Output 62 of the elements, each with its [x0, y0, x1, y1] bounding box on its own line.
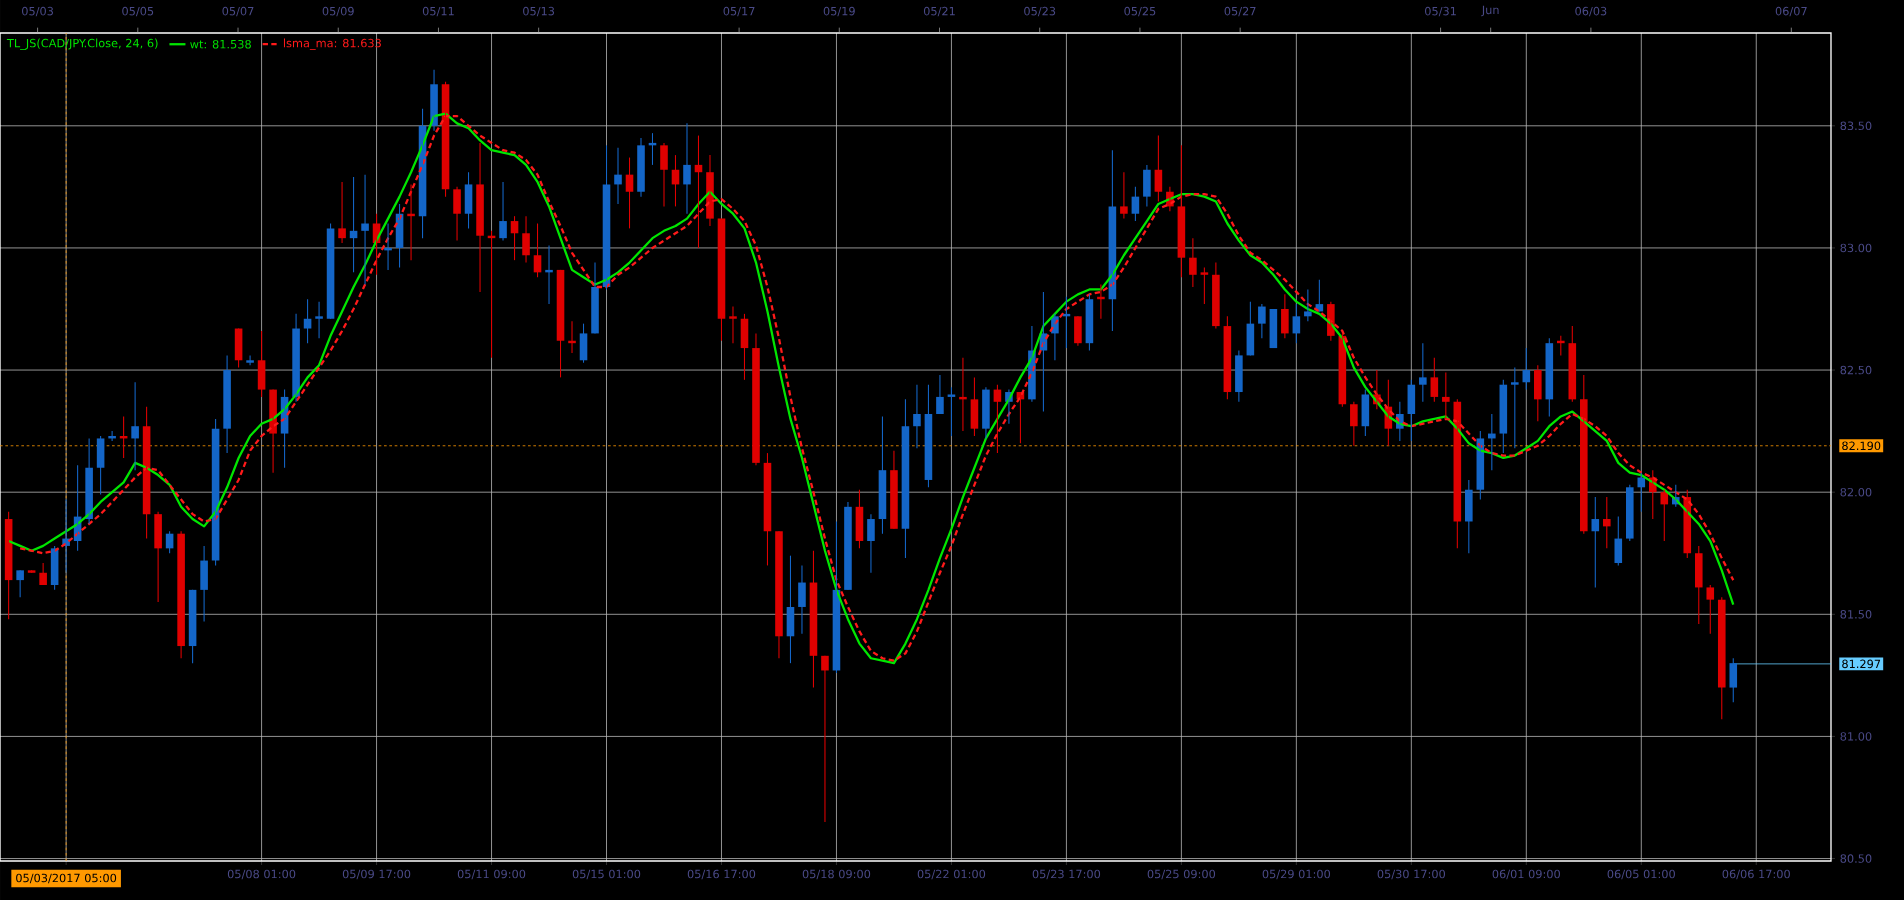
x-tick-label: 05/22 01:00: [917, 869, 986, 880]
candlestick: [1350, 401, 1358, 447]
x-tick-label: 05/09 17:00: [342, 869, 411, 880]
x2-tick-label: 05/21: [923, 6, 955, 17]
y-tick-label: 81.50: [1840, 610, 1872, 619]
candlestick: [1626, 484, 1634, 542]
x2-tick-label: Jun: [1481, 5, 1499, 17]
x2-tick-label: 05/03: [22, 6, 53, 17]
x-tick-label: 05/30 17:00: [1377, 869, 1446, 880]
y-tick-label: 81.00: [1840, 732, 1872, 741]
x-tick-label: 06/06 17:00: [1722, 869, 1790, 880]
candlestick: [1534, 364, 1542, 422]
x-tick-label: 05/29 01:00: [1262, 869, 1331, 880]
candlestick: [1419, 342, 1427, 403]
candlestick: [1729, 657, 1738, 703]
x2-tick-label: 05/13: [523, 6, 555, 17]
legend-label: lsma_ma: 81.633: [283, 38, 381, 50]
x-tick-label: 06/01 09:00: [1492, 869, 1560, 880]
x-tick-label: 05/25 09:00: [1147, 869, 1216, 880]
candlestick: [947, 386, 956, 437]
y-tick-label: 83.00: [1840, 243, 1872, 253]
candlestick: [1511, 367, 1519, 449]
y-tick-label: 82.50: [1840, 365, 1872, 375]
x-tick-label: 05/18 09:00: [802, 869, 871, 880]
x-tick-label: 06/05 01:00: [1607, 869, 1675, 880]
x2-tick-label: 05/23: [1024, 6, 1056, 17]
x2-tick-label: 05/09: [322, 6, 354, 17]
y-tick-label: 80.50: [1840, 854, 1872, 863]
x-tick-label: 05/11 09:00: [457, 869, 526, 880]
x2-tick-label: 05/25: [1124, 6, 1156, 17]
x2-tick-label: 05/07: [222, 6, 254, 17]
candlestick: [1465, 479, 1473, 554]
x2-tick-label: 06/07: [1775, 6, 1807, 17]
candlestick: [315, 301, 323, 339]
candlestick: [1200, 266, 1209, 305]
x-tick-label: 05/03/2017 05:00: [16, 873, 117, 884]
x2-tick-label: 05/17: [723, 6, 755, 17]
candlestick: [27, 569, 36, 574]
x2-tick-label: 05/19: [823, 6, 855, 17]
x-tick-label: 05/08 01:00: [227, 869, 296, 880]
x-tick-label: 05/15 01:00: [572, 869, 641, 880]
candlestick: [1442, 371, 1450, 420]
legend-label: wt: 81.538: [190, 39, 251, 49]
x-tick-label: 05/16 17:00: [687, 869, 756, 880]
candlestick: [729, 306, 737, 344]
x2-tick-label: 05/11: [422, 6, 454, 17]
candlestick: [1717, 596, 1726, 720]
x2-tick-label: 06/03: [1575, 6, 1607, 17]
chart-title: TL_JS(CAD/JPY.Close, 24, 6): [6, 38, 158, 50]
x-tick-label: 05/23 17:00: [1032, 869, 1101, 880]
candlestick: [246, 354, 254, 366]
x2-tick-label: 05/05: [122, 6, 154, 17]
candlestick: [1614, 516, 1623, 566]
ref-line-label: 82.190: [1842, 441, 1881, 451]
candlestick: [1694, 545, 1703, 625]
candlestick: [1580, 374, 1588, 535]
x2-tick-label: 05/27: [1224, 6, 1256, 17]
y-tick-label: 83.50: [1840, 121, 1872, 131]
y-tick-label: 82.00: [1840, 487, 1872, 497]
x2-tick-label: 05/31: [1425, 6, 1456, 17]
ref-line-label: 81.297: [1842, 659, 1881, 669]
candlestick: [1706, 584, 1715, 635]
